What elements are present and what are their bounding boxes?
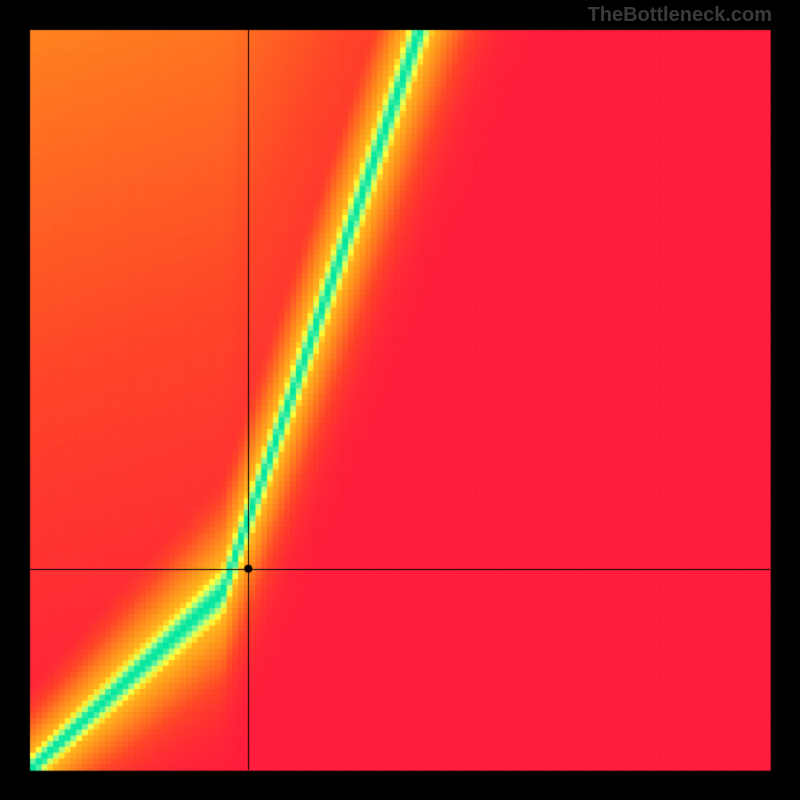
bottleneck-heatmap bbox=[0, 0, 800, 800]
chart-container: TheBottleneck.com bbox=[0, 0, 800, 800]
attribution-label: TheBottleneck.com bbox=[588, 4, 772, 27]
